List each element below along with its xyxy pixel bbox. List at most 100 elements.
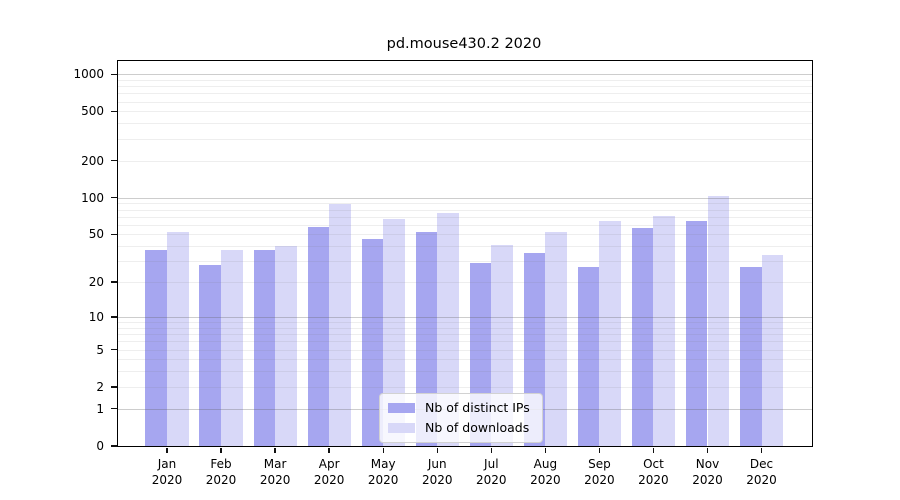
- legend-item-distinct-ips: Nb of distinct IPs: [388, 399, 530, 416]
- gridline-minor: [118, 246, 812, 248]
- bar-distinct-ips-dec: [739, 266, 762, 446]
- x-tick-label-dec: Dec 2020: [746, 457, 777, 487]
- gridline-minor: [118, 322, 812, 324]
- bar-downloads-feb: [221, 250, 243, 446]
- y-tick-label-500: 500: [81, 104, 104, 119]
- gridline-minor: [118, 371, 812, 373]
- legend-item-downloads: Nb of downloads: [388, 419, 530, 436]
- x-tick-label-jun: Jun 2020: [421, 457, 453, 487]
- bar-distinct-ips-apr: [307, 226, 330, 446]
- gridline-minor: [118, 334, 812, 336]
- y-tick-0: [110, 445, 117, 447]
- gridline-minor: [118, 216, 812, 218]
- y-tick-label-10: 10: [88, 309, 104, 324]
- gridline-minor: [118, 224, 812, 226]
- gridline-minor: [118, 234, 812, 236]
- y-tick-label-5: 5: [96, 342, 104, 357]
- bar-downloads-nov: [707, 196, 730, 446]
- x-tick-sep: [598, 447, 601, 453]
- bar-downloads-apr: [329, 203, 351, 446]
- y-tick-1000: [110, 73, 117, 75]
- bar-distinct-ips-feb: [199, 264, 222, 446]
- chart-title: pd.mouse430.2 2020: [386, 36, 542, 52]
- legend-swatch-downloads: [388, 422, 415, 433]
- x-tick-may: [382, 447, 384, 453]
- y-tick-5: [110, 348, 117, 351]
- bar-distinct-ips-may: [361, 238, 384, 446]
- y-tick-label-1000: 1000: [73, 67, 104, 82]
- x-tick-dec: [760, 447, 763, 453]
- legend-label-distinct-ips: Nb of distinct IPs: [425, 400, 530, 415]
- y-tick-label-50: 50: [88, 227, 104, 242]
- gridline-minor: [118, 341, 812, 343]
- x-tick-apr: [328, 447, 330, 453]
- legend-label-downloads: Nb of downloads: [425, 420, 530, 435]
- x-tick-mar: [274, 447, 276, 453]
- x-tick-label-jan: Jan 2020: [151, 457, 183, 487]
- legend-swatch-distinct-ips: [388, 402, 415, 413]
- x-tick-jun: [436, 447, 438, 453]
- gridline-minor: [118, 111, 812, 113]
- y-tick-label-1: 1: [96, 401, 104, 416]
- bar-distinct-ips-jan: [145, 250, 167, 446]
- x-tick-label-apr: Apr 2020: [313, 457, 345, 487]
- y-tick-1: [110, 408, 117, 410]
- gridline-minor: [118, 86, 812, 88]
- y-tick-200: [110, 159, 117, 162]
- gridline-minor: [118, 93, 812, 95]
- bar-downloads-jun: [437, 212, 459, 446]
- gridline-minor: [118, 261, 812, 263]
- y-tick-10: [110, 316, 117, 318]
- x-tick-nov: [706, 447, 709, 453]
- x-tick-label-may: May 2020: [367, 457, 399, 487]
- legend: Nb of distinct IPs Nb of downloads: [379, 393, 543, 443]
- x-tick-jul: [490, 447, 492, 453]
- gridline-minor: [118, 101, 812, 103]
- x-tick-label-sep: Sep 2020: [584, 457, 615, 487]
- bar-distinct-ips-nov: [685, 221, 708, 446]
- y-tick-label-100: 100: [81, 190, 104, 205]
- gridline-major-1000: [118, 74, 812, 76]
- gridline-minor: [118, 79, 812, 81]
- gridline-minor: [118, 203, 812, 205]
- y-tick-label-2: 2: [96, 379, 104, 394]
- x-tick-aug: [544, 447, 547, 453]
- gridline-minor: [118, 349, 812, 351]
- bar-distinct-ips-jun: [415, 232, 438, 446]
- bar-downloads-jan: [167, 232, 189, 446]
- gridline-minor: [118, 123, 812, 125]
- x-tick-feb: [220, 447, 222, 453]
- bar-downloads-mar: [275, 246, 297, 446]
- bar-distinct-ips-sep: [577, 266, 600, 446]
- x-tick-label-oct: Oct 2020: [638, 457, 669, 487]
- gridline-major-100: [118, 197, 812, 199]
- bar-downloads-dec: [761, 254, 784, 446]
- gridline-major-10: [118, 316, 812, 318]
- bar-downloads-aug: [545, 232, 567, 446]
- y-tick-500: [110, 110, 117, 113]
- bar-downloads-sep: [599, 221, 621, 446]
- gridline-minor: [118, 386, 812, 388]
- gridline-minor: [118, 160, 812, 162]
- gridline-minor: [118, 209, 812, 211]
- y-tick-label-20: 20: [88, 275, 104, 290]
- plot-area: 0 1 2 5 10 20 50 100 200 500 1000 Jan 2020 Feb 2020 M…: [73, 60, 813, 487]
- bar-downloads-may: [383, 218, 405, 446]
- gridline-minor: [118, 138, 812, 140]
- y-tick-50: [110, 233, 117, 236]
- x-tick-label-jul: Jul 2020: [476, 457, 507, 487]
- gridline-minor: [118, 359, 812, 361]
- gridline-minor: [118, 282, 812, 284]
- y-tick-label-0: 0: [96, 439, 104, 453]
- x-tick-label-aug: Aug 2020: [530, 457, 561, 487]
- y-tick-2: [110, 386, 117, 388]
- x-tick-label-feb: Feb 2020: [205, 457, 237, 487]
- y-tick-100: [110, 196, 117, 199]
- x-tick-oct: [652, 447, 655, 453]
- gridline-minor: [118, 327, 812, 329]
- x-tick-jan: [166, 447, 168, 453]
- bar-distinct-ips-mar: [253, 250, 276, 446]
- y-tick-20: [110, 281, 117, 283]
- bar-downloads-oct: [653, 215, 676, 446]
